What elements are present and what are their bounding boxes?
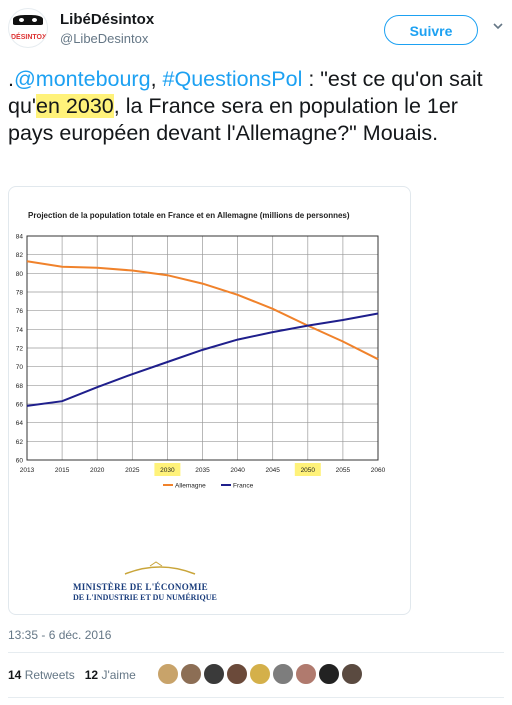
likes-count: 12	[84, 668, 99, 682]
y-tick-label: 68	[16, 383, 24, 390]
legend-label: France	[233, 483, 254, 490]
tweet-text-segment: ,	[150, 67, 163, 91]
follow-button[interactable]: Suivre	[384, 15, 478, 45]
liker-avatar[interactable]	[341, 663, 363, 685]
y-tick-label: 78	[16, 290, 24, 297]
mask-icon	[13, 15, 43, 25]
ministere-line2: DE L'INDUSTRIE ET DU NUMÉRIQUE	[73, 593, 217, 602]
x-tick-label: 2015	[55, 467, 70, 474]
ministere-line1: MINISTÈRE DE L'ÉCONOMIE	[73, 582, 208, 592]
liker-avatar[interactable]	[295, 663, 317, 685]
retweets-stat[interactable]: 14 Retweets	[8, 668, 75, 682]
tweet-header: DÉSINTOX LibéDésintox @LibeDesintox Suiv…	[0, 0, 512, 60]
x-tick-label: 2013	[20, 467, 35, 474]
tweet-media-image[interactable]	[8, 186, 411, 615]
chevron-down-icon[interactable]	[492, 20, 504, 32]
legend-label: Allemagne	[175, 483, 206, 490]
account-name[interactable]: LibéDésintox	[60, 11, 155, 28]
y-tick-label: 64	[16, 420, 24, 427]
x-tick-label: 2040	[230, 467, 245, 474]
avatar-label: DÉSINTOX	[11, 34, 47, 41]
x-tick-label: 2060	[371, 467, 386, 474]
account-handle[interactable]: @LibeDesintox	[60, 31, 149, 46]
y-tick-label: 60	[16, 458, 24, 465]
chart-title: Projection de la population totale en Fr…	[28, 211, 350, 220]
x-tick-label: 2020	[90, 467, 105, 474]
y-tick-label: 84	[16, 234, 24, 241]
y-tick-label: 82	[16, 252, 24, 259]
liker-avatar[interactable]	[226, 663, 248, 685]
y-tick-label: 72	[16, 346, 24, 353]
liker-avatar[interactable]	[203, 663, 225, 685]
x-tick-label: 2035	[195, 467, 210, 474]
tweet-text-segment: : "est ce qu'on sait qu'	[8, 67, 483, 118]
likes-stat[interactable]: 12 J'aime	[85, 668, 136, 682]
ministere-logo-icon	[124, 561, 196, 575]
liker-avatar[interactable]	[157, 663, 179, 685]
y-tick-label: 76	[16, 308, 24, 315]
series-line-france	[26, 312, 379, 407]
x-tick-label: 2055	[336, 467, 351, 474]
y-tick-label: 62	[16, 439, 24, 446]
tweet-timestamp[interactable]: 13:35 - 6 déc. 2016	[8, 628, 112, 642]
divider	[8, 697, 504, 698]
tweet-stats: 14 Retweets 12 J'aime	[8, 668, 136, 682]
x-tick-label: 2030	[160, 467, 175, 474]
likes-label: J'aime	[101, 668, 136, 682]
tweet-link[interactable]: #QuestionsPol	[162, 67, 303, 91]
x-tick-label: 2050	[301, 467, 316, 474]
y-tick-label: 66	[16, 402, 24, 409]
tweet-text-segment: .	[8, 67, 14, 91]
y-tick-label: 80	[16, 271, 24, 278]
tick-highlight	[294, 463, 321, 476]
y-tick-label: 74	[16, 327, 24, 334]
tick-highlight	[154, 463, 181, 476]
liker-avatar[interactable]	[249, 663, 271, 685]
liker-avatar[interactable]	[318, 663, 340, 685]
highlighted-text: en 2030	[36, 94, 114, 118]
retweets-count: 14	[8, 668, 22, 682]
account-avatar[interactable]: DÉSINTOX	[8, 8, 48, 48]
plot-frame	[26, 235, 379, 461]
tweet-text-segment: , la France sera en population le 1er pa…	[8, 94, 458, 145]
x-tick-label: 2025	[125, 467, 140, 474]
tweet-text: .@montebourg, #QuestionsPol : "est ce qu…	[8, 66, 508, 147]
series-line-allemagne	[26, 260, 379, 361]
liker-avatar[interactable]	[180, 663, 202, 685]
tweet-link[interactable]: @montebourg	[13, 67, 151, 91]
y-tick-label: 70	[16, 364, 24, 371]
x-tick-label: 2045	[265, 467, 280, 474]
divider	[8, 652, 504, 653]
retweets-label: Retweets	[24, 668, 75, 682]
liker-avatar[interactable]	[272, 663, 294, 685]
